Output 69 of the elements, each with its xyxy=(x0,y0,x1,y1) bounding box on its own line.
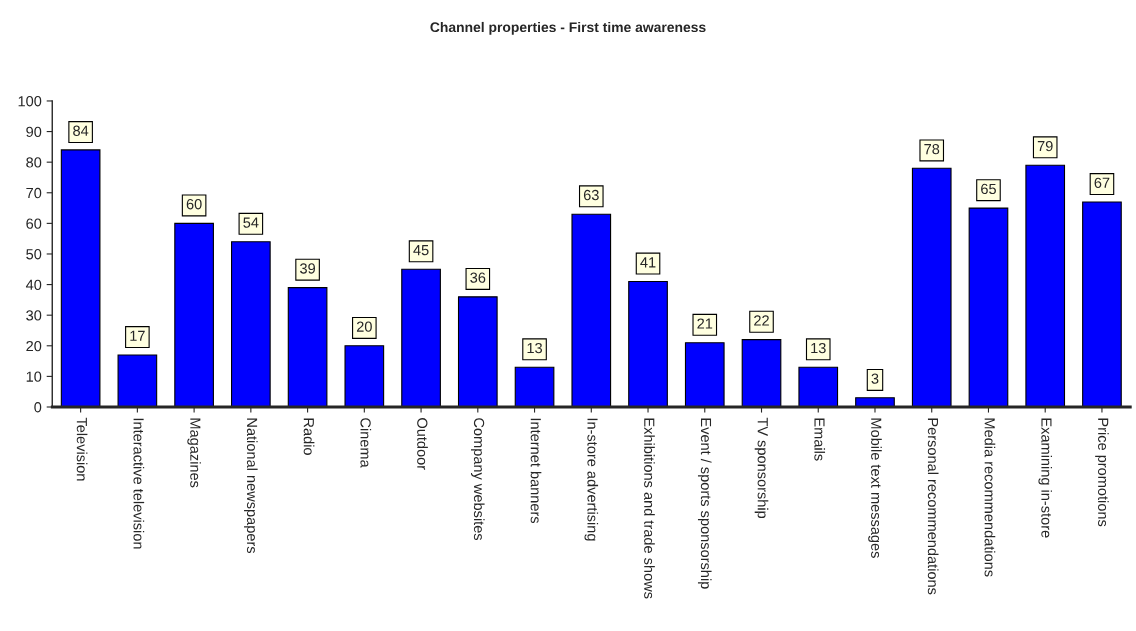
x-tick-label: Examining in-store xyxy=(1038,418,1053,538)
bar xyxy=(741,339,782,407)
bar xyxy=(457,296,498,407)
data-label: 45 xyxy=(413,245,429,256)
bar xyxy=(571,213,612,407)
data-label: 22 xyxy=(754,315,769,326)
data-label: 54 xyxy=(243,217,259,228)
x-tick-label: Media recommendations xyxy=(984,418,996,577)
data-label: 65 xyxy=(981,183,996,195)
bar xyxy=(911,167,952,407)
bar xyxy=(344,345,385,407)
x-tick-label: Television xyxy=(76,417,88,481)
y-tick-label: 90 xyxy=(26,126,42,137)
data-label: 60 xyxy=(186,199,202,210)
bar xyxy=(968,207,1009,407)
y-tick-label: 10 xyxy=(26,371,42,382)
x-tick-label: Emails xyxy=(814,418,826,461)
bar xyxy=(855,397,895,407)
data-label: 17 xyxy=(130,330,145,341)
x-tick-label: TV sponsorship xyxy=(754,417,769,519)
y-tick-label: 70 xyxy=(26,187,42,199)
bar xyxy=(798,366,839,407)
data-label: 21 xyxy=(697,318,713,329)
bar xyxy=(287,287,328,407)
y-tick-label: 0 xyxy=(34,402,42,413)
bar xyxy=(60,149,101,407)
x-tick-label: Cinema xyxy=(360,418,372,468)
x-tick-label: Magazines xyxy=(187,418,201,488)
bar xyxy=(514,366,555,407)
x-tick-label: National newspapers xyxy=(244,418,258,554)
x-tick-label: Internet banners xyxy=(530,418,542,524)
x-tick-label: Outdoor xyxy=(417,418,428,470)
x-tick-label: In-store advertising xyxy=(584,418,599,541)
data-label: 67 xyxy=(1094,177,1110,188)
y-tick-label: 40 xyxy=(25,279,42,291)
bar xyxy=(174,222,214,407)
data-label: 63 xyxy=(583,189,599,201)
data-label: 79 xyxy=(1037,140,1053,152)
y-tick-label: 100 xyxy=(18,96,42,107)
bar xyxy=(1082,201,1122,407)
data-label: 36 xyxy=(470,272,486,283)
data-label: 78 xyxy=(924,143,940,155)
bar xyxy=(231,241,271,407)
data-label: 41 xyxy=(640,257,656,268)
x-tick-label: Radio xyxy=(303,418,315,455)
x-tick-label: Interactive television xyxy=(133,418,145,549)
y-tick-label: 30 xyxy=(26,310,42,321)
x-tick-label: Event / sports sponsorship xyxy=(697,418,712,589)
bar xyxy=(401,268,441,407)
y-tick-label: 60 xyxy=(26,218,42,229)
bar xyxy=(1025,164,1066,407)
data-label: 3 xyxy=(871,373,879,384)
data-label: 39 xyxy=(300,263,316,274)
x-tick-label: Price promotions xyxy=(1095,418,1109,527)
x-tick-label: Exhibitions and trade shows xyxy=(644,418,655,599)
data-label: 20 xyxy=(356,321,372,332)
x-tick-label: Personal recommendations xyxy=(927,418,939,595)
bar xyxy=(117,354,158,407)
data-label: 13 xyxy=(811,342,826,354)
y-tick-label: 50 xyxy=(26,249,42,260)
chart-title: Channel properties - First time awareness xyxy=(430,21,706,35)
y-tick-label: 20 xyxy=(26,340,42,352)
x-tick-label: Mobile text messages xyxy=(868,418,882,558)
data-label: 84 xyxy=(73,125,89,136)
x-tick-label: Company websites xyxy=(471,418,485,541)
bar xyxy=(684,342,725,407)
y-tick-label: 80 xyxy=(26,157,42,168)
data-label: 13 xyxy=(527,342,543,354)
bar xyxy=(628,280,668,407)
